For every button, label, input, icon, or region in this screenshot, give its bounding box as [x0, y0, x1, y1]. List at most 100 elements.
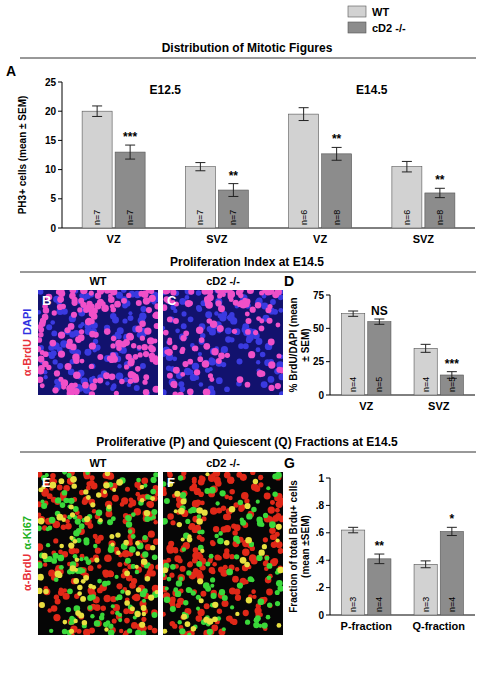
- ki67-nucleus: [79, 523, 85, 529]
- brdu-nucleus: [163, 612, 166, 617]
- y-axis-title: % BrdU/DAPI (mean± SEM): [288, 297, 311, 392]
- y-tick-label: 10: [45, 164, 57, 175]
- ki67-nucleus: [103, 622, 109, 628]
- x-tick-label: VZ: [313, 233, 327, 245]
- brdu-nucleus: [141, 291, 148, 298]
- nucleus: [121, 290, 127, 293]
- brdu-nucleus: [128, 334, 134, 340]
- image-label: cD2 -/-: [206, 457, 240, 469]
- brdu-nucleus: [168, 541, 174, 547]
- brdu-nucleus: [169, 546, 174, 551]
- ki67-nucleus: [250, 578, 254, 582]
- brdu-nucleus: [65, 363, 72, 370]
- nucleus: [198, 352, 202, 356]
- ki67-nucleus: [40, 500, 44, 504]
- double-labelled-nucleus: [174, 509, 178, 513]
- brdu-nucleus: [80, 359, 85, 364]
- significance: **: [229, 169, 239, 183]
- brdu-nucleus: [104, 328, 111, 335]
- ki67-nucleus: [204, 488, 210, 494]
- brdu-nucleus: [227, 477, 234, 484]
- brdu-nucleus: [89, 291, 94, 296]
- brdu-nucleus: [97, 290, 104, 295]
- double-labelled-nucleus: [103, 490, 107, 494]
- double-labelled-nucleus: [130, 606, 135, 611]
- brdu-nucleus: [149, 346, 155, 352]
- brdu-nucleus: [91, 307, 98, 314]
- section-rule: [20, 58, 476, 59]
- nucleus: [229, 312, 234, 317]
- brdu-nucleus: [89, 342, 96, 349]
- brdu-nucleus: [67, 339, 73, 345]
- ki67-nucleus: [267, 563, 273, 569]
- double-labelled-nucleus: [70, 476, 77, 483]
- marks: [82, 106, 455, 228]
- brdu-nucleus: [89, 331, 96, 338]
- ki67-nucleus: [79, 557, 83, 561]
- double-labelled-nucleus: [185, 621, 191, 627]
- brdu-nucleus: [146, 501, 152, 507]
- nucleus: [46, 324, 52, 330]
- brdu-nucleus: [93, 535, 98, 540]
- nucleus: [214, 311, 218, 315]
- bar: [322, 154, 352, 228]
- brdu-nucleus: [276, 367, 282, 373]
- y-tick-label: 75: [313, 290, 325, 301]
- nucleus: [196, 290, 202, 296]
- double-labelled-nucleus: [59, 544, 64, 549]
- error-bar: [125, 145, 135, 159]
- y-axis: [62, 82, 63, 228]
- brdu-nucleus: [148, 290, 154, 294]
- ki67-nucleus: [120, 589, 124, 593]
- brdu-nucleus: [119, 379, 125, 385]
- panel-letter: C: [167, 293, 177, 308]
- ki67-nucleus: [164, 498, 170, 504]
- brdu-nucleus: [225, 353, 230, 358]
- brdu-nucleus: [38, 332, 43, 337]
- image-background: [163, 290, 283, 395]
- double-labelled-nucleus: [73, 619, 77, 623]
- y-axis: [330, 295, 331, 395]
- brdu-nucleus: [123, 608, 129, 614]
- y-tick-label: 25: [45, 77, 57, 88]
- nucleus: [199, 382, 204, 387]
- bar: [185, 167, 215, 228]
- brdu-nucleus: [43, 351, 49, 357]
- brdu-nucleus: [209, 567, 215, 573]
- double-labelled-nucleus: [70, 512, 75, 517]
- ki67-nucleus: [263, 513, 268, 518]
- panel-letter: E: [42, 475, 51, 490]
- ki67-nucleus: [185, 519, 190, 524]
- nucleus: [181, 323, 187, 329]
- ki67-nucleus: [265, 556, 270, 561]
- double-labelled-nucleus: [77, 591, 82, 596]
- nucleus: [216, 377, 223, 384]
- ki67-nucleus: [142, 535, 147, 540]
- n-label: n=4: [374, 597, 384, 612]
- double-labelled-nucleus: [178, 508, 185, 515]
- brdu-nucleus: [155, 564, 158, 569]
- brdu-nucleus: [120, 502, 125, 507]
- brdu-nucleus: [232, 530, 238, 536]
- nucleus: [180, 386, 186, 392]
- ki67-nucleus: [125, 515, 131, 521]
- nucleus: [195, 375, 200, 380]
- brdu-nucleus: [224, 548, 229, 553]
- brdu-nucleus: [243, 301, 248, 306]
- y-tick: [58, 198, 62, 199]
- brdu-nucleus: [61, 379, 69, 387]
- legend: WTcD2 -/-: [348, 6, 406, 34]
- double-labelled-nucleus: [145, 576, 151, 582]
- ki67-nucleus: [165, 586, 169, 590]
- double-labelled-nucleus: [107, 505, 112, 510]
- double-labelled-nucleus: [86, 495, 91, 500]
- double-labelled-nucleus: [142, 612, 146, 616]
- y-tick: [326, 505, 330, 506]
- brdu-nucleus: [235, 567, 240, 572]
- ki67-nucleus: [81, 569, 85, 573]
- brdu-nucleus: [100, 606, 105, 611]
- panel-letter: G: [284, 455, 295, 471]
- double-labelled-nucleus: [262, 544, 267, 549]
- ki67-nucleus: [75, 518, 81, 524]
- nucleus: [243, 343, 249, 349]
